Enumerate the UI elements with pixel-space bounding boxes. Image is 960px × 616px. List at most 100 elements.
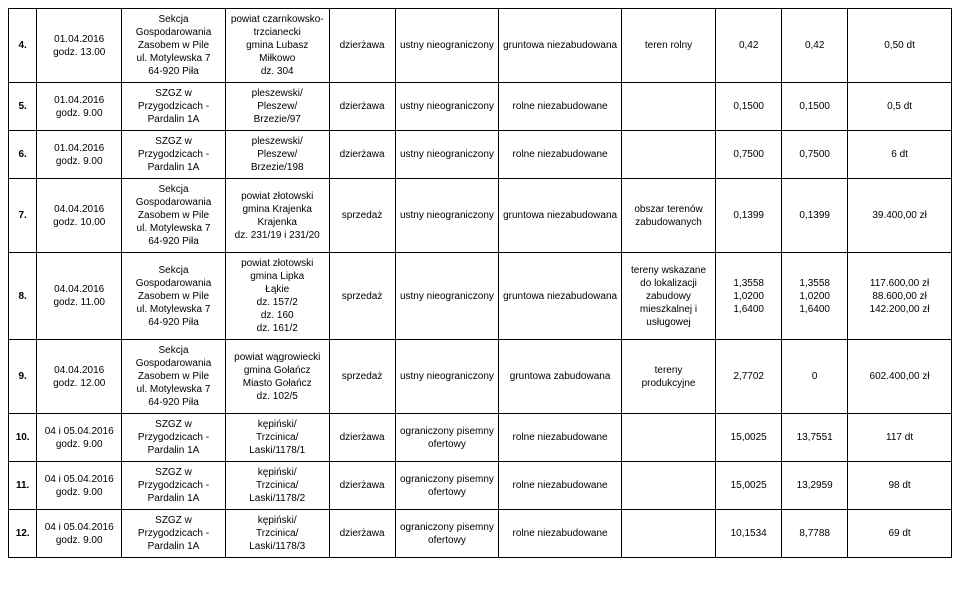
audit-cell: ustny nieograniczony <box>395 131 499 179</box>
table-row: 10.04 i 05.04.2016godz. 9.00SZGZ wPrzygo… <box>9 414 952 462</box>
value1-cell: 2,7702 <box>716 340 782 414</box>
value2-cell: 13,2959 <box>782 462 848 510</box>
value2-cell: 1,35581,02001,6400 <box>782 253 848 340</box>
land-cell: gruntowa niezabudowana <box>499 253 622 340</box>
listing-table: 4.01.04.2016godz. 13.00SekcjaGospodarowa… <box>8 8 952 558</box>
type-cell: sprzedaż <box>329 179 395 253</box>
date-cell: 04 i 05.04.2016godz. 9.00 <box>37 510 122 558</box>
org-cell: SekcjaGospodarowaniaZasobem w Pileul. Mo… <box>122 9 226 83</box>
location-cell: pleszewski/Pleszew/Brzezie/198 <box>225 131 329 179</box>
audit-cell: ustny nieograniczony <box>395 340 499 414</box>
type-cell: dzierżawa <box>329 414 395 462</box>
type-cell: sprzedaż <box>329 253 395 340</box>
value2-cell: 0,1500 <box>782 83 848 131</box>
type-cell: sprzedaż <box>329 340 395 414</box>
value3-cell: 6 dt <box>848 131 952 179</box>
date-cell: 01.04.2016godz. 9.00 <box>37 131 122 179</box>
land-cell: rolne niezabudowane <box>499 131 622 179</box>
value3-cell: 0,50 dt <box>848 9 952 83</box>
value1-cell: 0,1399 <box>716 179 782 253</box>
date-cell: 04 i 05.04.2016godz. 9.00 <box>37 462 122 510</box>
land-cell: gruntowa zabudowana <box>499 340 622 414</box>
value1-cell: 10,1534 <box>716 510 782 558</box>
value1-cell: 15,0025 <box>716 462 782 510</box>
value2-cell: 0,1399 <box>782 179 848 253</box>
table-row: 4.01.04.2016godz. 13.00SekcjaGospodarowa… <box>9 9 952 83</box>
land-cell: rolne niezabudowane <box>499 83 622 131</box>
type-cell: dzierżawa <box>329 83 395 131</box>
territory-cell <box>621 414 715 462</box>
org-cell: SZGZ wPrzygodzicach -Pardalin 1A <box>122 414 226 462</box>
row-number: 6. <box>9 131 37 179</box>
row-number: 8. <box>9 253 37 340</box>
row-number: 7. <box>9 179 37 253</box>
date-cell: 04.04.2016godz. 11.00 <box>37 253 122 340</box>
location-cell: powiat wągrowieckigmina GołańczMiasto Go… <box>225 340 329 414</box>
value2-cell: 0,42 <box>782 9 848 83</box>
row-number: 5. <box>9 83 37 131</box>
value1-cell: 0,42 <box>716 9 782 83</box>
row-number: 4. <box>9 9 37 83</box>
land-cell: rolne niezabudowane <box>499 414 622 462</box>
location-cell: powiat złotowskigmina LipkaŁąkiedz. 157/… <box>225 253 329 340</box>
territory-cell: obszar terenówzabudowanych <box>621 179 715 253</box>
audit-cell: ustny nieograniczony <box>395 9 499 83</box>
value3-cell: 39.400,00 zł <box>848 179 952 253</box>
value3-cell: 0,5 dt <box>848 83 952 131</box>
land-cell: gruntowa niezabudowana <box>499 9 622 83</box>
audit-cell: ograniczony pisemnyofertowy <box>395 510 499 558</box>
row-number: 10. <box>9 414 37 462</box>
table-row: 12.04 i 05.04.2016godz. 9.00SZGZ wPrzygo… <box>9 510 952 558</box>
audit-cell: ograniczony pisemnyofertowy <box>395 462 499 510</box>
territory-cell <box>621 462 715 510</box>
date-cell: 04.04.2016godz. 12.00 <box>37 340 122 414</box>
value2-cell: 0 <box>782 340 848 414</box>
audit-cell: ustny nieograniczony <box>395 179 499 253</box>
row-number: 12. <box>9 510 37 558</box>
type-cell: dzierżawa <box>329 510 395 558</box>
org-cell: SZGZ wPrzygodzicach -Pardalin 1A <box>122 83 226 131</box>
value3-cell: 602.400,00 zł <box>848 340 952 414</box>
value2-cell: 8,7788 <box>782 510 848 558</box>
territory-cell: teren rolny <box>621 9 715 83</box>
value1-cell: 0,1500 <box>716 83 782 131</box>
location-cell: kępiński/Trzcinica/Laski/1178/3 <box>225 510 329 558</box>
audit-cell: ustny nieograniczony <box>395 253 499 340</box>
table-row: 11.04 i 05.04.2016godz. 9.00SZGZ wPrzygo… <box>9 462 952 510</box>
audit-cell: ustny nieograniczony <box>395 83 499 131</box>
org-cell: SZGZ wPrzygodzicach -Pardalin 1A <box>122 131 226 179</box>
value2-cell: 13,7551 <box>782 414 848 462</box>
row-number: 11. <box>9 462 37 510</box>
land-cell: rolne niezabudowane <box>499 510 622 558</box>
land-cell: rolne niezabudowane <box>499 462 622 510</box>
type-cell: dzierżawa <box>329 462 395 510</box>
table-row: 9.04.04.2016godz. 12.00SekcjaGospodarowa… <box>9 340 952 414</box>
type-cell: dzierżawa <box>329 131 395 179</box>
table-row: 7.04.04.2016godz. 10.00SekcjaGospodarowa… <box>9 179 952 253</box>
location-cell: pleszewski/Pleszew/Brzezie/97 <box>225 83 329 131</box>
value1-cell: 1,35581,02001,6400 <box>716 253 782 340</box>
territory-cell: terenyprodukcyjne <box>621 340 715 414</box>
value1-cell: 15,0025 <box>716 414 782 462</box>
date-cell: 01.04.2016godz. 13.00 <box>37 9 122 83</box>
value1-cell: 0,7500 <box>716 131 782 179</box>
territory-cell <box>621 83 715 131</box>
land-cell: gruntowa niezabudowana <box>499 179 622 253</box>
org-cell: SekcjaGospodarowaniaZasobem w Pileul. Mo… <box>122 179 226 253</box>
date-cell: 04 i 05.04.2016godz. 9.00 <box>37 414 122 462</box>
type-cell: dzierżawa <box>329 9 395 83</box>
value3-cell: 117.600,00 zł88.600,00 zł142.200,00 zł <box>848 253 952 340</box>
org-cell: SZGZ wPrzygodzicach -Pardalin 1A <box>122 462 226 510</box>
row-number: 9. <box>9 340 37 414</box>
territory-cell <box>621 510 715 558</box>
location-cell: kępiński/Trzcinica/Laski/1178/1 <box>225 414 329 462</box>
date-cell: 04.04.2016godz. 10.00 <box>37 179 122 253</box>
org-cell: SekcjaGospodarowaniaZasobem w Pileul. Mo… <box>122 253 226 340</box>
value3-cell: 98 dt <box>848 462 952 510</box>
location-cell: powiat czarnkowsko-trzcianeckigmina Luba… <box>225 9 329 83</box>
org-cell: SekcjaGospodarowaniaZasobem w Pileul. Mo… <box>122 340 226 414</box>
table-row: 6.01.04.2016godz. 9.00SZGZ wPrzygodzicac… <box>9 131 952 179</box>
value2-cell: 0,7500 <box>782 131 848 179</box>
table-row: 8.04.04.2016godz. 11.00SekcjaGospodarowa… <box>9 253 952 340</box>
location-cell: powiat złotowskigmina KrajenkaKrajenkadz… <box>225 179 329 253</box>
